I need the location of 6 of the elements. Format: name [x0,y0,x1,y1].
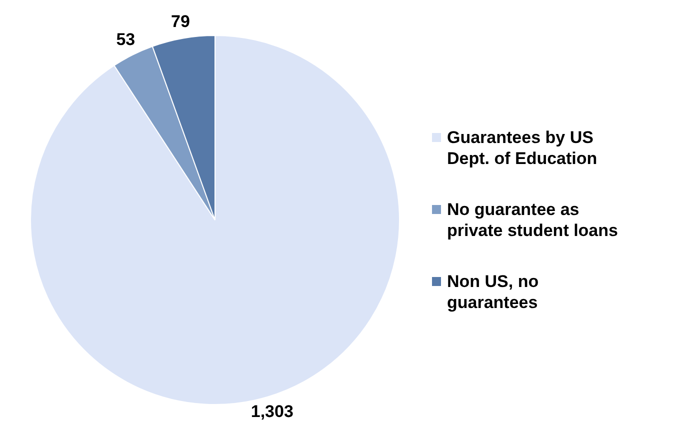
data-label: 1,303 [250,402,294,421]
data-label: 53 [116,30,136,50]
legend-label: Guarantees by US Dept. of Education [447,127,598,169]
legend-label: Non US, no guarantees [447,271,540,313]
data-label: 79 [171,12,190,32]
legend-label: No guarantee as private student loans [447,199,619,241]
